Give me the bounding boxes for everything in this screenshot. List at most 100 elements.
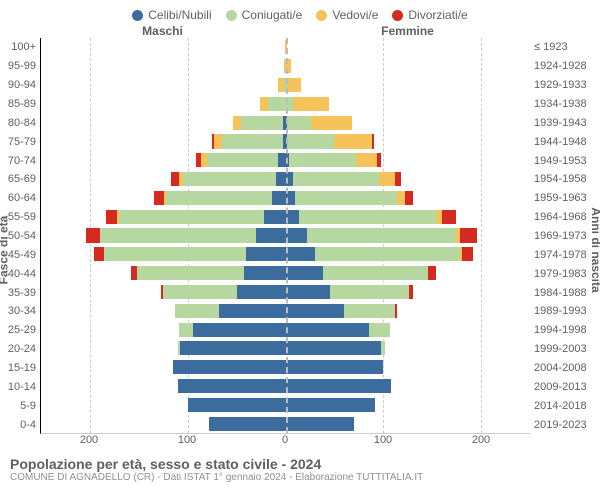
birth-label: 1964-1968 <box>534 208 600 227</box>
age-label: 30-34 <box>0 302 36 321</box>
birth-label: 1944-1948 <box>534 132 600 151</box>
legend-swatch <box>226 10 237 21</box>
bar-male <box>178 340 286 356</box>
birth-label: 1939-1943 <box>534 113 600 132</box>
birth-label: 2004-2008 <box>534 359 600 378</box>
bar-male <box>278 77 286 93</box>
bar-male <box>94 246 286 262</box>
age-label: 35-39 <box>0 283 36 302</box>
x-tick: 100 <box>374 434 392 446</box>
age-label: 0-4 <box>0 415 36 434</box>
plot <box>40 38 530 434</box>
legend-swatch <box>392 10 403 21</box>
bar-female <box>286 209 456 225</box>
legend-label: Coniugati/e <box>242 8 303 22</box>
gender-headers: Maschi Femmine <box>0 24 600 38</box>
age-label: 95-99 <box>0 57 36 76</box>
bar-female <box>286 397 376 413</box>
age-label: 15-19 <box>0 359 36 378</box>
center-line <box>286 38 288 433</box>
birth-label: 1994-1998 <box>534 321 600 340</box>
age-label: 40-44 <box>0 264 36 283</box>
legend-swatch <box>316 10 327 21</box>
birth-label: 1934-1938 <box>534 95 600 114</box>
bar-male <box>233 115 286 131</box>
birth-label: 1954-1958 <box>534 170 600 189</box>
legend: Celibi/Nubili Coniugati/e Vedovi/e Divorzia… <box>0 0 600 24</box>
bar-female <box>286 340 386 356</box>
chart-footer: Popolazione per età, sesso e stato civil… <box>0 450 600 483</box>
bar-female <box>286 322 391 338</box>
age-label: 25-29 <box>0 321 36 340</box>
x-ticks: 2001000100200 <box>40 434 530 450</box>
population-pyramid-chart: Fasce di età Anni di nascita Celibi/Nubi… <box>0 0 600 500</box>
birth-label: 1984-1988 <box>534 283 600 302</box>
birth-label: 1969-1973 <box>534 227 600 246</box>
age-labels: 100+95-9990-9485-8980-8475-7970-7465-696… <box>0 38 40 434</box>
birth-label: 2019-2023 <box>534 415 600 434</box>
x-tick: 100 <box>178 434 196 446</box>
bar-male <box>173 359 285 375</box>
bar-male <box>106 209 286 225</box>
birth-label: 1974-1978 <box>534 245 600 264</box>
bar-female <box>286 77 302 93</box>
age-label: 75-79 <box>0 132 36 151</box>
header-female: Femmine <box>285 24 530 38</box>
age-label: 20-24 <box>0 340 36 359</box>
bar-male <box>209 416 285 432</box>
bar-female <box>286 190 413 206</box>
bar-male <box>131 265 286 281</box>
birth-label: 2009-2013 <box>534 377 600 396</box>
age-label: 10-14 <box>0 377 36 396</box>
birth-label: 1959-1963 <box>534 189 600 208</box>
age-label: 55-59 <box>0 208 36 227</box>
birth-label: 1999-2003 <box>534 340 600 359</box>
bar-female <box>286 115 353 131</box>
legend-item-1: Coniugati/e <box>226 8 303 22</box>
bar-female <box>286 359 384 375</box>
age-label: 85-89 <box>0 95 36 114</box>
age-label: 60-64 <box>0 189 36 208</box>
birth-label: 1949-1953 <box>534 151 600 170</box>
bar-female <box>286 303 397 319</box>
age-label: 50-54 <box>0 227 36 246</box>
age-label: 70-74 <box>0 151 36 170</box>
age-label: 5-9 <box>0 396 36 415</box>
bar-female <box>286 265 437 281</box>
bar-male <box>188 397 286 413</box>
age-label: 65-69 <box>0 170 36 189</box>
bar-male <box>178 378 286 394</box>
legend-label: Divorziati/e <box>408 8 467 22</box>
bar-male <box>175 303 286 319</box>
bar-female <box>286 96 329 112</box>
age-label: 45-49 <box>0 245 36 264</box>
birth-label: 1979-1983 <box>534 264 600 283</box>
bar-female <box>286 227 478 243</box>
chart-area: 100+95-9990-9485-8980-8475-7970-7465-696… <box>0 38 600 434</box>
legend-item-3: Divorziati/e <box>392 8 467 22</box>
birth-label: 1929-1933 <box>534 76 600 95</box>
legend-label: Vedovi/e <box>332 8 378 22</box>
age-label: 90-94 <box>0 76 36 95</box>
bar-female <box>286 416 354 432</box>
footer-subtitle: COMUNE DI AGNADELLO (CR) - Dati ISTAT 1°… <box>10 472 590 483</box>
birth-label: 2014-2018 <box>534 396 600 415</box>
bar-male <box>171 171 285 187</box>
bar-male <box>179 322 286 338</box>
bar-male <box>161 284 285 300</box>
birth-year-labels: ≤ 19231924-19281929-19331934-19381939-19… <box>530 38 600 434</box>
bar-male <box>196 152 286 168</box>
age-label: 80-84 <box>0 113 36 132</box>
bar-male <box>154 190 285 206</box>
bar-female <box>286 246 474 262</box>
legend-swatch <box>132 10 143 21</box>
bar-female <box>286 152 382 168</box>
x-tick: 200 <box>80 434 98 446</box>
x-axis: 2001000100200 <box>0 434 600 450</box>
x-tick: 200 <box>472 434 490 446</box>
legend-item-0: Celibi/Nubili <box>132 8 211 22</box>
age-label: 100+ <box>0 38 36 57</box>
header-male: Maschi <box>40 24 285 38</box>
legend-label: Celibi/Nubili <box>148 8 211 22</box>
birth-label: ≤ 1923 <box>534 38 600 57</box>
